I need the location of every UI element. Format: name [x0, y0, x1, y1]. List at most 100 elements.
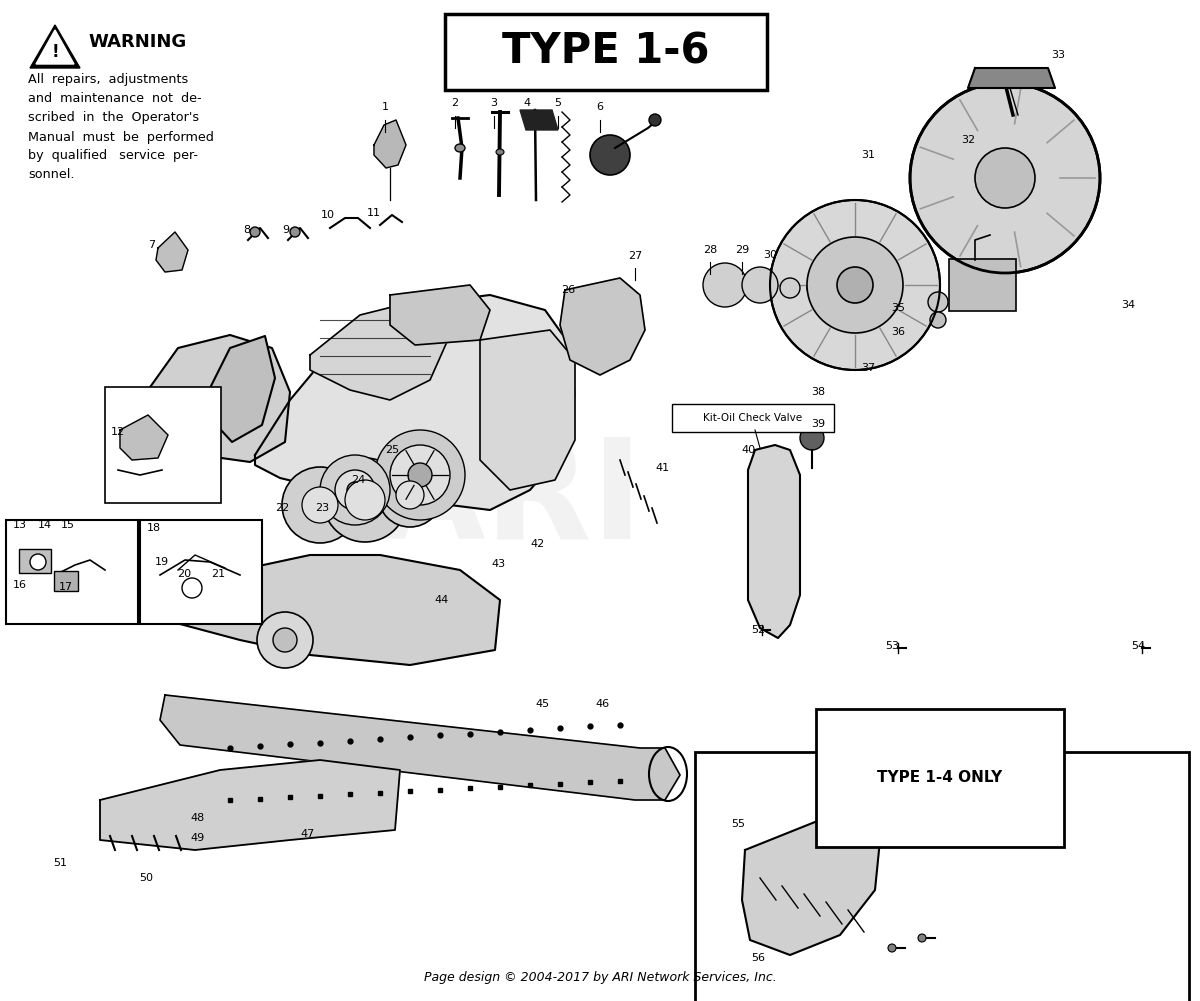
Text: 13: 13: [13, 520, 28, 530]
Circle shape: [742, 267, 778, 303]
Polygon shape: [374, 120, 406, 168]
FancyBboxPatch shape: [19, 549, 50, 573]
Text: 20: 20: [176, 569, 191, 579]
Text: 38: 38: [811, 387, 826, 397]
Text: All  repairs,  adjustments: All repairs, adjustments: [28, 73, 188, 86]
Polygon shape: [968, 68, 1055, 88]
Text: 42: 42: [530, 539, 545, 549]
Text: 11: 11: [367, 208, 382, 218]
Text: 28: 28: [703, 245, 718, 255]
Circle shape: [808, 237, 904, 333]
Text: 48: 48: [191, 813, 205, 823]
Circle shape: [928, 292, 948, 312]
Circle shape: [282, 467, 358, 543]
Text: 36: 36: [890, 327, 905, 337]
Text: TYPE 1-6: TYPE 1-6: [503, 31, 709, 73]
Circle shape: [808, 280, 823, 296]
Text: and  maintenance  not  de-: and maintenance not de-: [28, 92, 202, 105]
Polygon shape: [748, 445, 800, 638]
Circle shape: [323, 458, 407, 542]
Text: 15: 15: [61, 520, 74, 530]
Polygon shape: [310, 300, 450, 400]
Text: 10: 10: [322, 210, 335, 220]
Text: 30: 30: [763, 250, 778, 260]
Circle shape: [274, 628, 298, 652]
FancyBboxPatch shape: [54, 571, 78, 591]
Text: 43: 43: [491, 559, 505, 569]
Text: 37: 37: [860, 363, 875, 373]
Ellipse shape: [455, 144, 466, 152]
Text: 4: 4: [523, 98, 530, 108]
Text: by  qualified   service  per-: by qualified service per-: [28, 149, 198, 162]
Text: 8: 8: [244, 225, 251, 235]
Circle shape: [302, 487, 338, 523]
Text: 2: 2: [451, 98, 458, 108]
Text: Kit-Oil Check Valve: Kit-Oil Check Valve: [703, 413, 803, 423]
Polygon shape: [742, 820, 880, 955]
Text: 41: 41: [655, 463, 670, 473]
Text: 39: 39: [811, 419, 826, 429]
Text: 44: 44: [434, 595, 449, 605]
Text: 16: 16: [13, 580, 28, 590]
Text: 14: 14: [38, 520, 52, 530]
Circle shape: [800, 426, 824, 450]
Text: 26: 26: [560, 285, 575, 295]
Polygon shape: [156, 232, 188, 272]
FancyBboxPatch shape: [106, 387, 221, 503]
Text: 29: 29: [734, 245, 749, 255]
Text: 50: 50: [139, 873, 154, 883]
Text: 49: 49: [191, 833, 205, 843]
FancyBboxPatch shape: [140, 520, 262, 624]
Polygon shape: [166, 555, 500, 665]
Text: 21: 21: [211, 569, 226, 579]
Text: 40: 40: [740, 445, 755, 455]
Circle shape: [250, 227, 260, 237]
Text: 9: 9: [282, 225, 289, 235]
FancyBboxPatch shape: [695, 752, 1189, 1001]
Text: 47: 47: [301, 829, 316, 839]
Polygon shape: [210, 336, 275, 442]
Circle shape: [703, 263, 746, 307]
Text: ARI: ARI: [377, 432, 643, 568]
Circle shape: [408, 463, 432, 487]
FancyBboxPatch shape: [445, 14, 767, 90]
Circle shape: [918, 934, 926, 942]
Circle shape: [390, 445, 450, 505]
Circle shape: [396, 481, 424, 509]
Polygon shape: [30, 25, 80, 68]
Polygon shape: [520, 110, 558, 130]
Circle shape: [770, 200, 940, 370]
Text: 55: 55: [731, 819, 745, 829]
Text: Manual  must  be  performed: Manual must be performed: [28, 130, 214, 143]
Circle shape: [930, 312, 946, 328]
Circle shape: [346, 480, 385, 520]
Text: 7: 7: [149, 240, 156, 250]
Polygon shape: [390, 285, 490, 345]
Text: 35: 35: [890, 303, 905, 313]
Polygon shape: [36, 30, 74, 64]
Ellipse shape: [496, 149, 504, 155]
Text: 46: 46: [595, 699, 610, 709]
Circle shape: [974, 148, 1034, 208]
Circle shape: [780, 278, 800, 298]
Text: 54: 54: [1130, 641, 1145, 651]
Text: TYPE 1-4 ONLY: TYPE 1-4 ONLY: [877, 771, 1003, 786]
Text: 53: 53: [886, 641, 899, 651]
Text: 51: 51: [53, 858, 67, 868]
Circle shape: [838, 267, 874, 303]
Text: 34: 34: [1121, 300, 1135, 310]
Polygon shape: [160, 695, 680, 800]
Circle shape: [290, 227, 300, 237]
Circle shape: [888, 944, 896, 952]
Text: 3: 3: [491, 98, 498, 108]
Text: !: !: [52, 43, 59, 61]
Text: 45: 45: [535, 699, 550, 709]
Circle shape: [374, 430, 466, 520]
Polygon shape: [560, 278, 646, 375]
Circle shape: [347, 482, 364, 498]
Circle shape: [30, 554, 46, 570]
Circle shape: [320, 455, 390, 525]
FancyBboxPatch shape: [672, 404, 834, 432]
Text: 31: 31: [862, 150, 875, 160]
Text: 32: 32: [961, 135, 976, 145]
